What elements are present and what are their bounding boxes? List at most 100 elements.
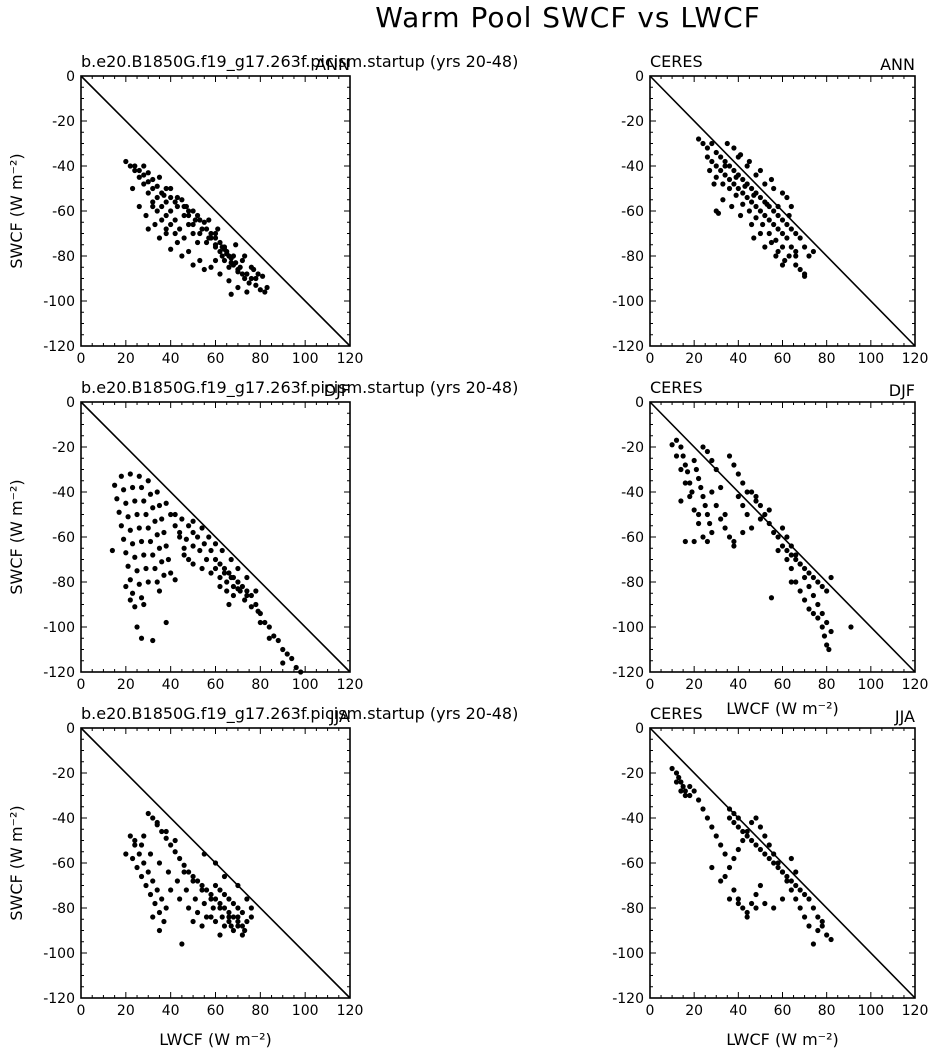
data-point (112, 482, 118, 488)
data-point (815, 615, 821, 621)
data-point (145, 579, 151, 585)
data-point (731, 538, 737, 545)
data-point (733, 192, 739, 198)
data-point (784, 235, 790, 241)
x-tick-label: 80 (251, 351, 269, 367)
data-point (788, 887, 794, 893)
data-point (786, 212, 792, 219)
data-point (713, 174, 719, 180)
data-point (753, 215, 759, 221)
data-point (206, 534, 212, 540)
data-point (134, 864, 140, 871)
y-tick-label: -100 (43, 946, 75, 962)
data-point (713, 466, 719, 473)
data-point (757, 846, 764, 853)
data-point (691, 788, 697, 794)
data-point (165, 556, 172, 563)
data-point (722, 158, 728, 165)
data-point (695, 511, 702, 518)
data-point (751, 192, 757, 198)
data-point (726, 806, 733, 812)
y-tick-label: -40 (52, 485, 75, 501)
data-point (810, 905, 817, 911)
data-point (244, 588, 250, 594)
data-point (150, 203, 156, 210)
data-point (145, 478, 151, 484)
data-point (695, 136, 702, 142)
data-point (168, 246, 174, 252)
data-point (775, 203, 781, 210)
data-point (150, 199, 156, 205)
data-point (788, 855, 794, 862)
data-point (726, 453, 733, 459)
y-axis-label: SWCF (W m⁻²) (7, 479, 26, 594)
x-tick-label: 80 (251, 1003, 269, 1019)
data-point (152, 565, 158, 572)
data-point (217, 900, 223, 907)
data-point (687, 480, 693, 486)
data-point (186, 523, 192, 529)
data-point (134, 511, 140, 518)
data-point (132, 163, 138, 169)
data-point (682, 788, 688, 794)
data-point (784, 873, 790, 880)
data-point (810, 248, 817, 255)
data-point (147, 491, 154, 497)
data-point (819, 610, 825, 617)
x-tick-label: 120 (337, 1003, 364, 1019)
panel-left-label: CERES (650, 52, 703, 71)
data-point (673, 437, 680, 443)
data-point (138, 873, 145, 880)
data-point (715, 210, 722, 216)
data-point (793, 262, 799, 268)
data-point (248, 914, 254, 920)
data-point (190, 918, 196, 925)
data-point (797, 561, 803, 567)
data-point (172, 837, 178, 844)
data-point (156, 235, 163, 241)
data-point (134, 624, 140, 630)
data-point (239, 271, 245, 277)
data-point (753, 493, 759, 500)
data-point (691, 457, 697, 464)
data-point (168, 511, 174, 518)
data-point (242, 253, 248, 259)
data-point (740, 201, 746, 207)
data-point (199, 565, 205, 572)
data-point (740, 529, 746, 536)
data-point (682, 462, 688, 468)
data-point (673, 453, 680, 459)
data-point (771, 851, 777, 857)
y-tick-label: -60 (52, 530, 75, 546)
data-point (150, 185, 156, 192)
data-point (127, 577, 133, 583)
data-point (233, 260, 239, 266)
data-point (230, 253, 237, 259)
y-tick-label: -20 (52, 114, 75, 130)
data-point (221, 873, 228, 880)
data-point (163, 500, 169, 506)
data-point (161, 529, 167, 536)
data-point (731, 145, 737, 151)
data-point (141, 181, 147, 187)
data-point (766, 507, 772, 513)
data-point (212, 242, 219, 248)
data-point (784, 534, 790, 540)
data-point (779, 244, 786, 250)
data-point (197, 217, 203, 223)
data-point (174, 239, 180, 246)
y-tick-label: -60 (621, 204, 644, 220)
y-tick-label: -100 (612, 946, 644, 962)
data-point (766, 520, 772, 527)
y-tick-label: -120 (612, 991, 644, 1007)
x-axis-label: LWCF (W m⁻²) (726, 699, 839, 718)
data-point (190, 878, 196, 884)
data-point (221, 244, 228, 250)
data-point (801, 244, 808, 250)
data-point (782, 257, 788, 264)
data-point (744, 833, 750, 839)
data-point (156, 545, 163, 551)
data-point (724, 140, 730, 147)
data-point (136, 203, 142, 210)
figure-title: Warm Pool SWCF vs LWCF (375, 1, 761, 34)
